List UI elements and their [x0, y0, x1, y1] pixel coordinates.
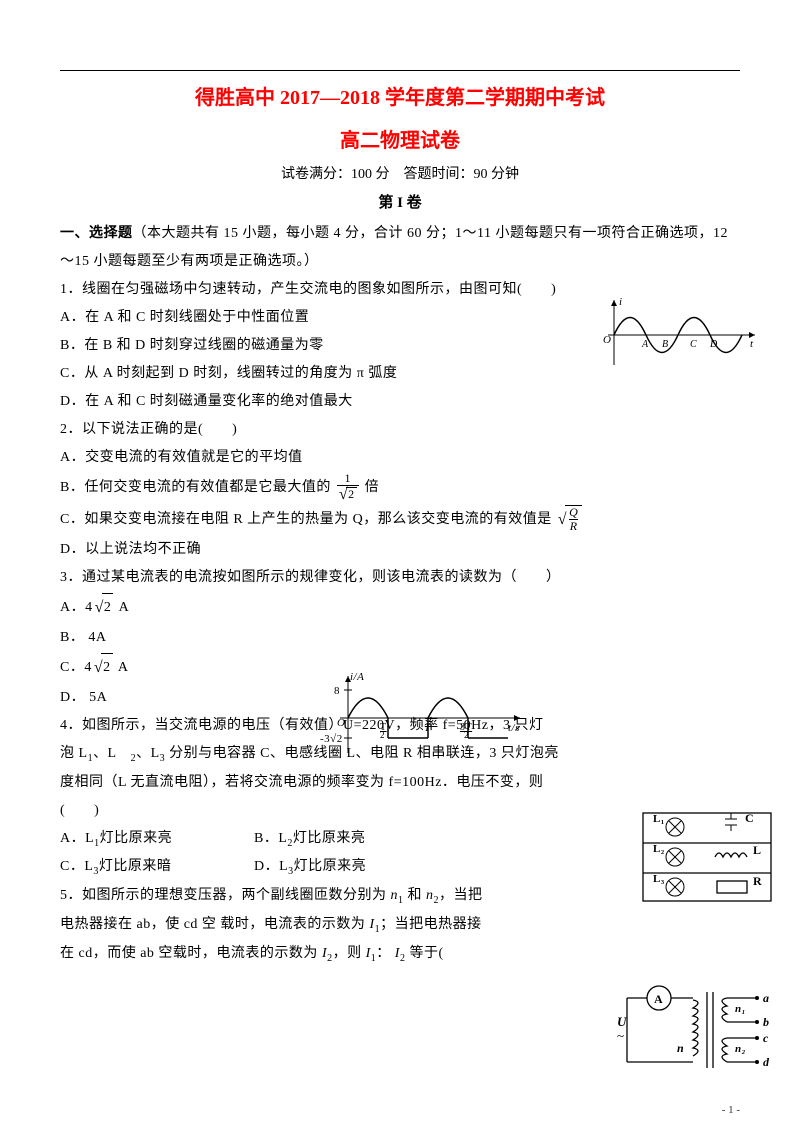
svg-text:R: R — [753, 874, 762, 888]
t: n — [426, 888, 434, 903]
axis-origin: O — [603, 334, 611, 346]
svg-text:n₂: n₂ — [735, 1043, 746, 1055]
svg-text:U: U — [617, 1014, 627, 1029]
sqrt-icon: 2 — [339, 486, 357, 504]
section-label: 第 I 卷 — [60, 191, 740, 212]
q4-opt-c: C．L3灯比原来暗 — [60, 853, 250, 882]
q2-stem: 2．以下说法正确的是( ) — [60, 416, 740, 444]
t: 、L — [93, 746, 131, 761]
frac-num: Q — [569, 506, 578, 519]
svg-text:L₃: L₃ — [653, 873, 665, 885]
svg-text:L₁: L₁ — [653, 813, 665, 825]
t: 等于( — [405, 946, 443, 961]
q5-stem-l2: 电热器接在 ab，使 cd 空 载时，电流表的示数为 I1；当把电热器接 — [60, 911, 740, 940]
exam-title-line2: 高二物理试卷 — [60, 124, 740, 153]
q2-opt-b: B．任何交变电流的有效值都是它最大值的 1 2 倍 — [60, 472, 740, 504]
q2-opt-a: A．交变电流的有效值就是它的平均值 — [60, 444, 740, 472]
t: ，当把 — [439, 888, 483, 903]
svg-text:t: t — [750, 338, 754, 350]
svg-text:O: O — [337, 717, 345, 729]
svg-text:B: B — [662, 339, 669, 350]
frac-den: R — [569, 519, 578, 533]
q5-transformer-diagram: A U ~ n a b n₁ — [615, 970, 780, 1080]
choice-instructions: 一、选择题（本大题共有 15 小题，每小题 4 分，合计 60 分；1～11 小… — [60, 220, 740, 276]
q3-opt-b: B． 4A — [60, 624, 740, 652]
t: 在 cd，而使 ab 空载时，电流表的示数为 — [60, 946, 322, 961]
t: 、L — [136, 746, 160, 761]
t: ；当把电热器接 — [380, 917, 482, 932]
q1-opt-d: D．在 A 和 C 时刻磁通量变化率的绝对值最大 — [60, 388, 740, 416]
t: A．L — [60, 831, 94, 846]
svg-text:A: A — [641, 339, 649, 350]
t: 灯比原来亮 — [100, 831, 173, 846]
svg-text:n₁: n₁ — [735, 1003, 746, 1015]
svg-text:n: n — [677, 1041, 684, 1055]
sqrt-icon: 2 — [94, 652, 113, 684]
svg-text:-3√2: -3√2 — [320, 733, 343, 745]
q1-sine-graph: O i t A B C D — [600, 295, 760, 370]
body: 一、选择题（本大题共有 15 小题，每小题 4 分，合计 60 分；1～11 小… — [60, 220, 740, 969]
frac-num: 1 — [337, 472, 359, 485]
q4-circuit-diagram: L₁ L₂ L₃ C L R — [635, 805, 780, 910]
sqrt-icon: 2 — [95, 592, 114, 624]
t: n — [391, 888, 399, 903]
q2-opt-d: D．以上说法均不正确 — [60, 536, 740, 564]
q4-opt-b: B．L2灯比原来亮 — [254, 825, 365, 854]
svg-text:D: D — [709, 339, 718, 350]
svg-text:i: i — [619, 296, 623, 308]
svg-text:a: a — [763, 991, 770, 1005]
instr-heading: 一、选择题 — [60, 226, 133, 241]
svg-text:b: b — [763, 1015, 770, 1029]
svg-text:C: C — [690, 339, 697, 350]
q2c-pre: C．如果交变电流接在电阻 R 上产生的热量为 Q，那么该交变电流的有效值是 — [60, 512, 552, 527]
svg-text:d: d — [763, 1055, 770, 1069]
q4-stem-l3: 度相同（L 无直流电阻），若将交流电源的频率变为 f=100Hz．电压不变，则 — [60, 769, 740, 797]
t: B．L — [254, 831, 287, 846]
exam-info: 试卷满分：100 分 答题时间：90 分钟 — [60, 163, 740, 183]
q4-opt-a: A．L1灯比原来亮 — [60, 825, 250, 854]
svg-text:t/s: t/s — [508, 722, 520, 734]
header-rule — [60, 70, 740, 71]
q2b-pre: B．任何交变电流的有效值都是它最大值的 — [60, 480, 331, 495]
svg-text:8: 8 — [334, 685, 340, 697]
t: 灯比原来暗 — [99, 859, 172, 874]
t: 电热器接在 ab，使 cd 空 载时，电流表的示数为 — [60, 917, 369, 932]
svg-text:i/A: i/A — [350, 671, 364, 683]
t: D．L — [254, 859, 288, 874]
svg-text:C: C — [745, 811, 754, 825]
t: ： — [376, 946, 395, 961]
q2c-fraction: Q R — [569, 506, 578, 533]
svg-text:A: A — [654, 992, 663, 1006]
svg-text:2: 2 — [380, 730, 385, 740]
q2-opt-c: C．如果交变电流接在电阻 R 上产生的热量为 Q，那么该交变电流的有效值是 Q … — [60, 504, 740, 536]
instr-text: （本大题共有 15 小题，每小题 4 分，合计 60 分；1～11 小题每题只有… — [60, 226, 728, 269]
q3-stem: 3．通过某电流表的电流按如图所示的规律变化，则该电流表的读数为（ ） — [60, 564, 740, 592]
q4-opt-d: D．L3灯比原来亮 — [254, 853, 366, 882]
t: 灯比原来亮 — [293, 831, 366, 846]
q2b-post: 倍 — [365, 480, 380, 495]
exam-title-line1: 得胜高中 2017—2018 学年度第二学期期中考试 — [60, 81, 740, 110]
svg-text:L: L — [753, 843, 762, 857]
svg-text:T: T — [424, 722, 431, 734]
svg-text:c: c — [763, 1031, 769, 1045]
t: C．L — [60, 859, 93, 874]
t: 灯比原来亮 — [294, 859, 367, 874]
frac-den: 2 — [337, 485, 359, 504]
q2c-sqrt: Q R — [558, 504, 582, 536]
q5-stem-l3: 在 cd，而使 ab 空载时，电流表的示数为 I2，则 I1： I2 等于( — [60, 940, 740, 969]
svg-text:~: ~ — [617, 1028, 625, 1043]
t: 和 — [404, 888, 427, 903]
t: 泡 L — [60, 746, 88, 761]
exam-page: 得胜高中 2017—2018 学年度第二学期期中考试 高二物理试卷 试卷满分：1… — [0, 0, 800, 1132]
q3-opt-a: A．42 A — [60, 592, 740, 624]
page-number: - 1 - — [722, 1104, 740, 1116]
q2b-fraction: 1 2 — [337, 472, 359, 504]
t: ，则 — [333, 946, 366, 961]
svg-text:L₂: L₂ — [653, 843, 665, 855]
q3-current-graph: 8 i/A O -3√2 T 2 T 3T 2 t/s — [320, 668, 530, 763]
t: 5．如图所示的理想变压器，两个副线圈匝数分别为 — [60, 888, 391, 903]
svg-text:2: 2 — [464, 730, 469, 740]
